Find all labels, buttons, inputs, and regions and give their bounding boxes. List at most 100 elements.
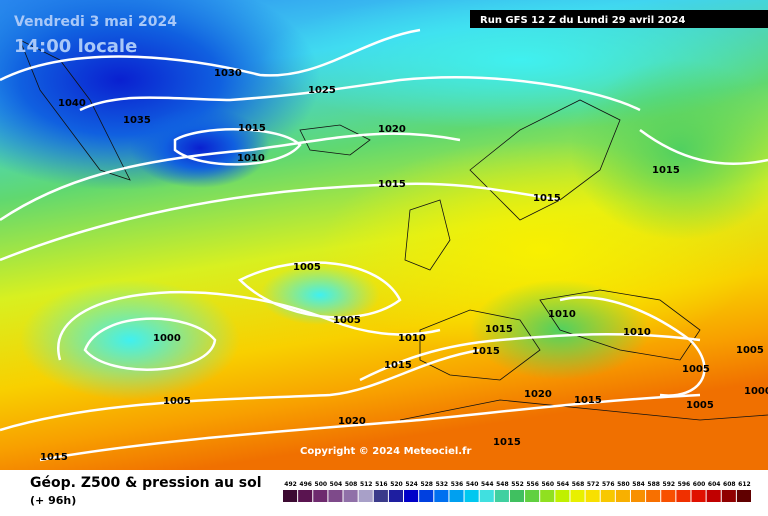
scale-label: 508 bbox=[345, 481, 358, 488]
scale-label: 576 bbox=[602, 481, 615, 488]
scale-swatch bbox=[388, 490, 404, 502]
isobar-label: 1005 bbox=[293, 262, 321, 273]
isobar-label: 1020 bbox=[378, 124, 406, 135]
isobar-label: 1015 bbox=[533, 193, 561, 204]
scale-swatch bbox=[373, 490, 388, 502]
scale-label: 580 bbox=[617, 481, 630, 488]
scale-label: 540 bbox=[466, 481, 479, 488]
isobar-label: 1015 bbox=[40, 452, 68, 463]
scale-swatch bbox=[661, 490, 676, 502]
scale-swatch bbox=[404, 490, 419, 502]
scale-label: 504 bbox=[330, 481, 343, 488]
scale-swatch bbox=[283, 490, 298, 502]
scale-swatch bbox=[449, 490, 464, 502]
scale-swatch bbox=[509, 490, 525, 502]
isobar-label: 1015 bbox=[485, 324, 513, 335]
scale-label: 512 bbox=[360, 481, 373, 488]
isobar-label: 1020 bbox=[338, 416, 366, 427]
isobar-label: 1015 bbox=[384, 360, 412, 371]
scale-swatch bbox=[600, 490, 615, 502]
scale-swatch bbox=[525, 490, 540, 502]
scale-label: 604 bbox=[708, 481, 721, 488]
scale-label: 572 bbox=[587, 481, 600, 488]
scale-swatch bbox=[540, 490, 555, 502]
scale-label: 560 bbox=[541, 481, 554, 488]
isobar-label: 1015 bbox=[472, 346, 500, 357]
run-box bbox=[470, 10, 768, 28]
isobar-label: 1015 bbox=[238, 123, 266, 134]
isobar-label: 1005 bbox=[333, 315, 361, 326]
isobar-label: 1035 bbox=[123, 115, 151, 126]
scale-swatch bbox=[434, 490, 449, 502]
isobar-label: 1015 bbox=[574, 395, 602, 406]
scale-swatch bbox=[691, 490, 706, 502]
isobar-label: 1005 bbox=[686, 400, 714, 411]
scale-label: 608 bbox=[723, 481, 736, 488]
scale-swatch bbox=[555, 490, 570, 502]
map-background bbox=[0, 0, 768, 470]
scale-swatch bbox=[570, 490, 585, 502]
coastlines bbox=[19, 39, 768, 421]
scale-label: 532 bbox=[436, 481, 449, 488]
scale-label: 568 bbox=[572, 481, 585, 488]
isobar-label: 1015 bbox=[378, 179, 406, 190]
footer-lead: (+ 96h) bbox=[30, 494, 76, 507]
scale-swatch bbox=[419, 490, 434, 502]
scale-label: 536 bbox=[451, 481, 464, 488]
scale-label: 588 bbox=[647, 481, 660, 488]
isobar-label: 1010 bbox=[398, 333, 426, 344]
scale-label: 612 bbox=[738, 481, 751, 488]
scale-label: 564 bbox=[557, 481, 570, 488]
isobar-label: 1010 bbox=[237, 153, 265, 164]
scale-label: 544 bbox=[481, 481, 494, 488]
scale-swatch bbox=[298, 490, 313, 502]
isobar-label: 1025 bbox=[308, 85, 336, 96]
scale-swatch bbox=[676, 490, 691, 502]
date-label: Vendredi 3 mai 2024 bbox=[14, 14, 177, 30]
isobars bbox=[0, 28, 768, 462]
scale-label: 528 bbox=[420, 481, 433, 488]
scale-label: 524 bbox=[405, 481, 418, 488]
isobar-label: 1040 bbox=[58, 98, 86, 109]
isobar-label: 1000 bbox=[153, 333, 181, 344]
isobar-label: 1010 bbox=[623, 327, 651, 338]
scale-swatch bbox=[646, 490, 661, 502]
scale-label: 516 bbox=[375, 481, 388, 488]
scale-label: 596 bbox=[678, 481, 691, 488]
time-label: 14:00 locale bbox=[14, 36, 137, 57]
scale-swatch bbox=[464, 490, 479, 502]
scale-label: 592 bbox=[663, 481, 676, 488]
scale-swatch bbox=[328, 490, 343, 502]
scale-label: 500 bbox=[315, 481, 328, 488]
scale-label: 552 bbox=[511, 481, 524, 488]
run-label: Run GFS 12 Z du Lundi 29 avril 2024 bbox=[480, 15, 686, 26]
isobar-labels: 1030 1025 1040 1035 1015 1020 1010 1015 1015 1015… bbox=[40, 68, 768, 463]
isobar-label: 1005 bbox=[682, 364, 710, 375]
scale-label: 496 bbox=[299, 481, 312, 488]
scale-label: 520 bbox=[390, 481, 403, 488]
isobar-label: 1030 bbox=[214, 68, 242, 79]
scale-swatch bbox=[721, 490, 736, 502]
scale-swatch bbox=[358, 490, 373, 502]
isobar-label: 1015 bbox=[493, 437, 521, 448]
scale-label: 492 bbox=[284, 481, 297, 488]
footer-title: Géop. Z500 & pression au sol bbox=[30, 475, 262, 491]
isobar-label: 1005 bbox=[163, 396, 191, 407]
isobar-label: 1005 bbox=[736, 345, 764, 356]
color-scale: 492 496 500 504 508 512 516 520 524 528 532 536 540 5… bbox=[283, 481, 751, 502]
scale-swatch bbox=[585, 490, 600, 502]
scale-label: 600 bbox=[693, 481, 706, 488]
isobar-label: 1020 bbox=[524, 389, 552, 400]
scale-swatch bbox=[313, 490, 328, 502]
copyright: Copyright © 2024 Meteociel.fr bbox=[300, 446, 471, 457]
scale-swatch bbox=[736, 490, 751, 502]
scale-label: 556 bbox=[526, 481, 539, 488]
scale-label: 584 bbox=[632, 481, 645, 488]
scale-swatch bbox=[479, 490, 494, 502]
scale-swatch bbox=[615, 490, 630, 502]
isobar-label: 1000 bbox=[744, 386, 768, 397]
scale-label: 548 bbox=[496, 481, 509, 488]
scale-swatch bbox=[630, 490, 646, 502]
scale-swatch bbox=[343, 490, 358, 502]
